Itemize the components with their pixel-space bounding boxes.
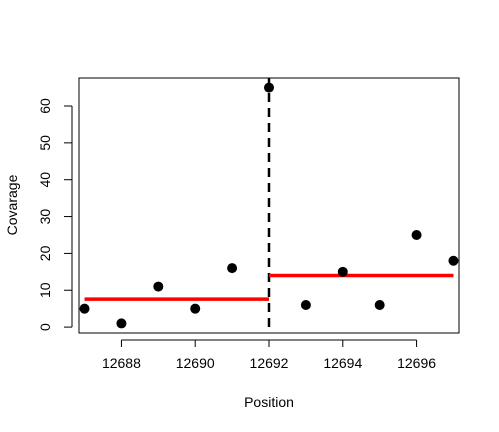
x-tick-label: 12692 bbox=[250, 355, 289, 371]
data-point bbox=[448, 255, 459, 266]
y-tick-label: 20 bbox=[37, 245, 53, 261]
y-tick-label: 40 bbox=[37, 172, 53, 188]
data-point bbox=[374, 299, 385, 310]
data-point bbox=[79, 303, 90, 314]
y-tick-label: 30 bbox=[37, 209, 53, 225]
data-point bbox=[300, 299, 311, 310]
data-point bbox=[411, 229, 422, 240]
x-axis-title: Position bbox=[244, 394, 294, 410]
data-point bbox=[264, 82, 274, 93]
data-point bbox=[190, 303, 201, 314]
y-tick-label: 50 bbox=[37, 135, 53, 151]
y-tick-label: 10 bbox=[37, 282, 53, 298]
y-axis: 0 10 20 30 40 50 60 bbox=[37, 98, 73, 331]
y-tick-label: 60 bbox=[37, 98, 53, 114]
x-tick-label: 12696 bbox=[397, 355, 436, 371]
y-tick-label: 0 bbox=[37, 323, 53, 331]
chart-marks bbox=[79, 78, 459, 333]
x-tick-label: 12690 bbox=[176, 355, 215, 371]
y-axis-title: Covarage bbox=[4, 174, 20, 235]
data-point bbox=[116, 318, 127, 329]
x-axis: 12688 12690 12692 12694 12696 bbox=[102, 339, 436, 371]
data-point bbox=[337, 266, 348, 277]
x-tick-label: 12694 bbox=[323, 355, 362, 371]
data-point bbox=[153, 281, 164, 292]
data-point bbox=[227, 263, 238, 274]
x-tick-label: 12688 bbox=[102, 355, 141, 371]
